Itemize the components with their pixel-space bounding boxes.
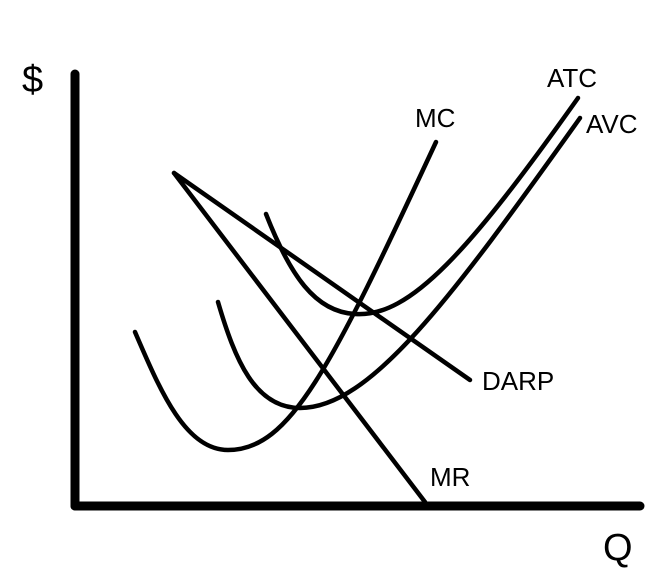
y-axis-label: $ bbox=[22, 59, 43, 101]
mr-line bbox=[171, 170, 428, 505]
x-axis-label: Q bbox=[603, 527, 633, 569]
mc-label: MC bbox=[415, 103, 455, 133]
atc-label: ATC bbox=[547, 63, 597, 93]
avc-label: AVC bbox=[586, 109, 638, 139]
avc-curve bbox=[215, 115, 583, 411]
darp-line bbox=[171, 170, 473, 383]
mc-curve bbox=[132, 139, 439, 453]
darp-label: DARP bbox=[482, 366, 554, 396]
mr-label: MR bbox=[430, 462, 470, 492]
